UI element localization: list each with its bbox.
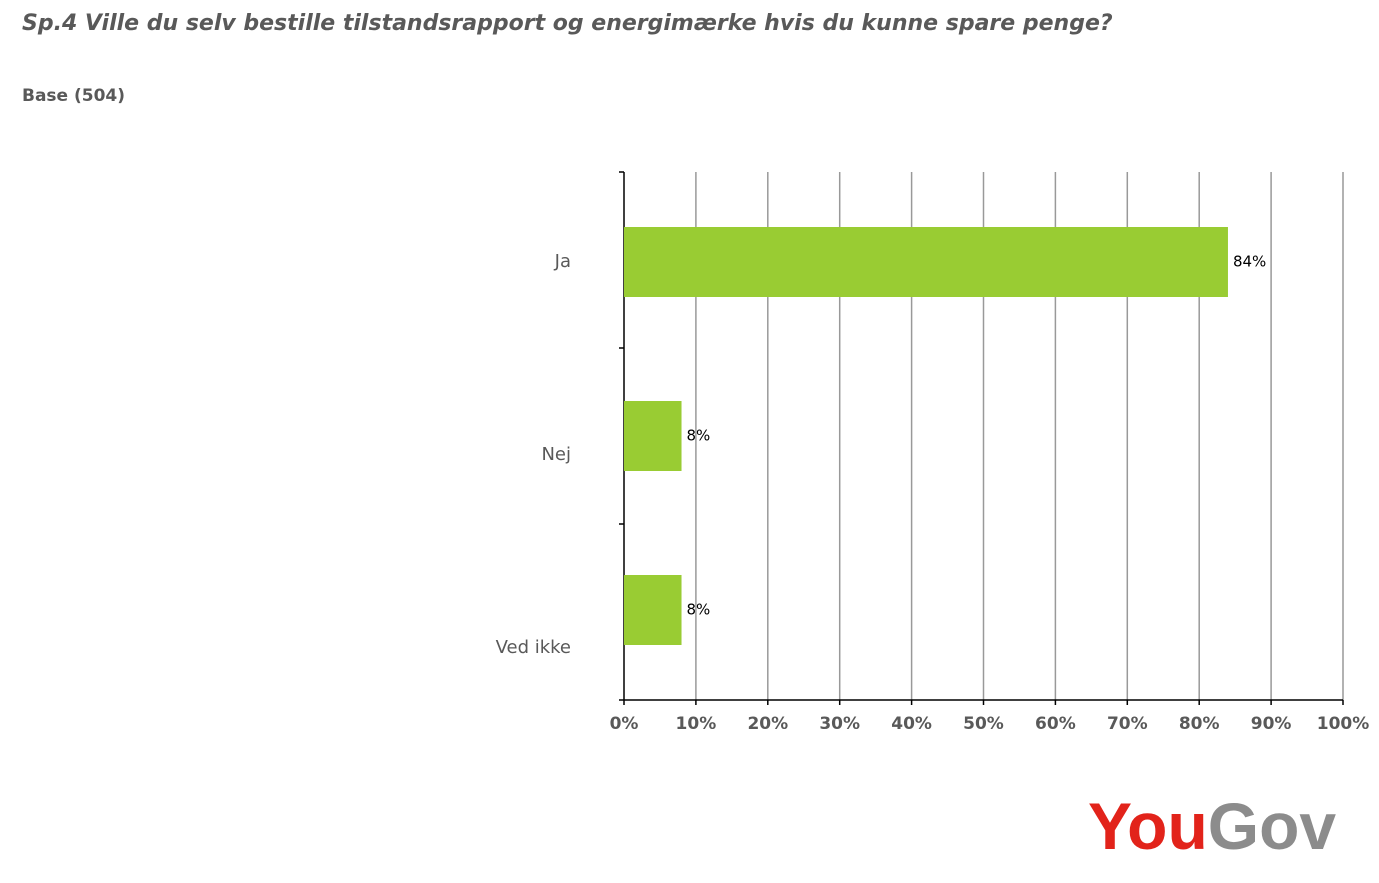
data-label: 84%: [1233, 253, 1266, 271]
data-label: 8%: [687, 601, 711, 619]
y-tick-label: Ved ikke: [496, 637, 571, 658]
x-tick-label: 50%: [963, 714, 1004, 734]
x-tick-label: 0%: [610, 714, 639, 734]
x-tick-label: 10%: [676, 714, 717, 734]
bar: [624, 227, 1228, 297]
logo-part: Gov: [1208, 789, 1337, 863]
x-tick-label: 60%: [1035, 714, 1076, 734]
x-tick-label: 40%: [891, 714, 932, 734]
x-tick-label: 70%: [1107, 714, 1148, 734]
bar: [624, 401, 682, 471]
chart-subtitle: Base (504): [22, 86, 125, 106]
chart-title: Sp.4 Ville du selv bestille tilstandsrap…: [22, 11, 1113, 36]
bar: [624, 575, 682, 645]
x-tick-label: 90%: [1251, 714, 1292, 734]
x-tick-label: 80%: [1179, 714, 1220, 734]
logo-part: You: [1088, 789, 1208, 863]
logo: YouGov: [1088, 789, 1336, 863]
x-tick-label: 20%: [747, 714, 788, 734]
x-tick-label: 30%: [819, 714, 860, 734]
y-tick-label: Nej: [541, 444, 571, 465]
y-tick-label: Ja: [554, 251, 571, 272]
x-tick-label: 100%: [1317, 714, 1370, 734]
data-label: 8%: [687, 427, 711, 445]
